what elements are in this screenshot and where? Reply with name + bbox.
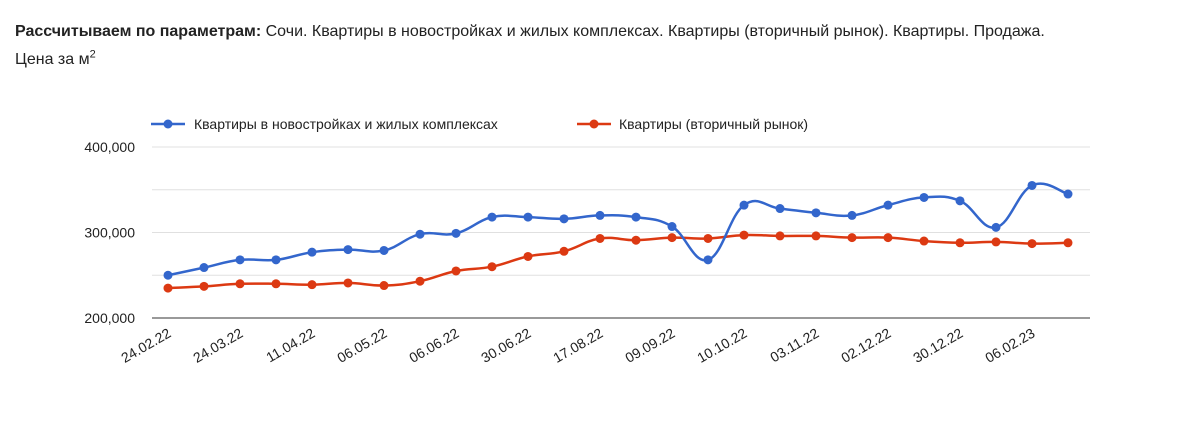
data-point [487,212,497,222]
data-point [271,255,281,265]
data-point [199,263,209,273]
data-point [991,237,1001,247]
parameters-header: Рассчитываем по параметрам: Сочи. Кварти… [15,18,1190,74]
data-point [415,229,425,239]
data-point [271,279,281,289]
price-unit-label: Цена за м [15,51,90,68]
legend-label: Квартиры (вторичный рынок) [619,116,808,132]
y-tick-label: 400,000 [84,139,135,155]
data-point [775,204,785,214]
legend-item: Квартиры (вторичный рынок) [577,116,808,132]
series-layer [163,180,1073,293]
data-point [451,266,461,276]
x-tick-label: 30.12.22 [910,325,965,366]
data-point [523,212,533,222]
data-point [343,278,353,288]
data-point [667,222,677,232]
data-point [343,245,353,255]
data-point [307,280,317,290]
data-point [379,245,389,255]
data-point [811,231,821,241]
series-line [167,233,1069,290]
x-tick-label: 09.09.22 [622,325,677,366]
data-point [667,233,677,243]
x-tick-label: 02.12.22 [838,325,893,366]
legend: Квартиры в новостройках и жилых комплекс… [151,116,808,132]
data-point [595,233,605,243]
x-tick-label: 10.10.22 [694,325,749,366]
x-tick-label: 24.03.22 [190,325,245,366]
series-1 [163,230,1073,293]
data-point [703,255,713,265]
x-tick-label: 30.06.22 [478,325,533,366]
y-tick-label: 200,000 [84,310,135,326]
x-tick-label: 17.08.22 [550,325,605,366]
data-point [883,233,893,243]
data-point [235,279,245,289]
legend-marker [589,119,599,129]
data-point [1027,180,1037,190]
data-point [379,281,389,291]
data-point [559,246,569,256]
data-point [919,236,929,246]
data-point [739,230,749,240]
data-point [307,247,317,257]
x-tick-label: 06.05.22 [334,325,389,366]
parameters-text: Сочи. Квартиры в новостройках и жилых ко… [265,23,1045,40]
data-point [703,233,713,243]
data-point [883,200,893,210]
data-point [739,200,749,210]
data-point [847,233,857,243]
data-point [1063,238,1073,248]
data-point [775,231,785,241]
data-point [955,196,965,206]
data-point [235,255,245,265]
data-point [919,192,929,202]
series-0 [163,180,1073,280]
x-tick-label: 24.02.22 [118,325,173,366]
x-tick-label: 03.11.22 [767,325,821,366]
series-line [167,182,1069,277]
legend-label: Квартиры в новостройках и жилых комплекс… [194,116,498,132]
price-unit-superscript: 2 [89,48,96,61]
y-tick-label: 300,000 [84,225,135,241]
data-point [955,238,965,248]
data-point [1063,189,1073,199]
legend-item: Квартиры в новостройках и жилых комплекс… [151,116,498,132]
data-point [163,283,173,293]
grid-layer [152,146,1090,319]
x-tick-label: 06.06.22 [406,325,461,366]
data-point [199,281,209,291]
data-point [847,210,857,220]
data-point [991,222,1001,232]
data-point [415,276,425,286]
data-point [1027,239,1037,249]
data-point [595,210,605,220]
data-point [811,208,821,218]
data-point [487,262,497,272]
data-point [163,270,173,280]
x-tick-label: 06.02.23 [982,325,1037,366]
data-point [631,235,641,245]
data-point [559,214,569,224]
data-point [631,212,641,222]
data-point [451,228,461,238]
x-tick-label: 11.04.22 [263,325,317,366]
data-point [523,251,533,261]
legend-marker [163,119,173,129]
parameters-label: Рассчитываем по параметрам: [15,23,262,40]
